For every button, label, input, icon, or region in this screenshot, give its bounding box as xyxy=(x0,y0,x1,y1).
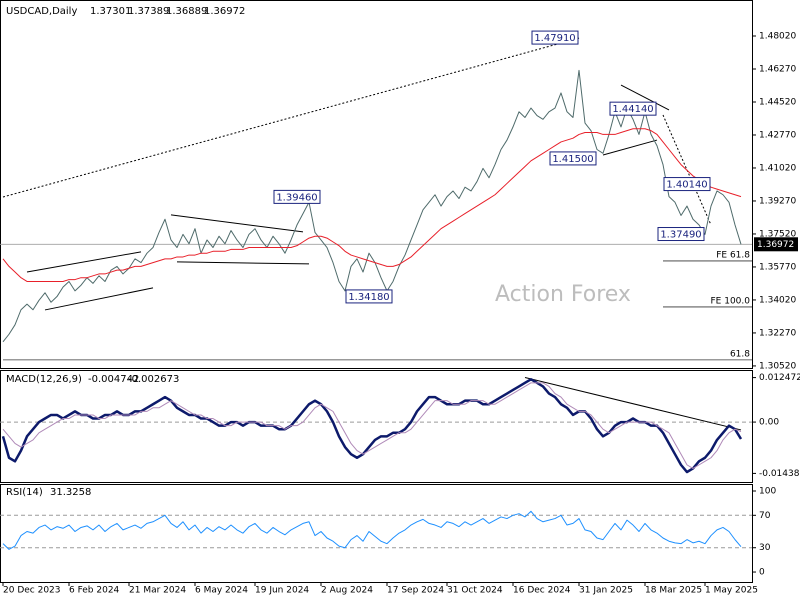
x-tick-label: 20 Dec 2023 xyxy=(3,586,61,596)
series-line xyxy=(2,69,742,343)
price-annotation-box xyxy=(657,227,705,242)
price-annotation-label: 1.44140 xyxy=(612,104,653,115)
x-tick-label: 18 Mar 2025 xyxy=(645,586,702,596)
trendline xyxy=(44,287,154,311)
x-tick-label: 16 Dec 2024 xyxy=(513,586,571,596)
x-tick-label: 6 May 2024 xyxy=(195,586,248,596)
trendline xyxy=(170,214,304,233)
trendline xyxy=(176,261,310,265)
y-tick-label: 0.012472 xyxy=(759,373,800,383)
x-tick-label: 31 Jan 2025 xyxy=(579,586,633,596)
y-tick-label: 1.48020 xyxy=(759,32,796,42)
series-line xyxy=(2,382,742,469)
price-annotation-box xyxy=(273,189,321,204)
rsi-panel xyxy=(0,484,753,583)
y-tick-label: 1.44520 xyxy=(759,97,796,107)
symbol-title: USDCAD,Daily xyxy=(6,6,77,17)
y-tick-label: 1.42770 xyxy=(759,130,796,140)
y-tick-label: 1.34020 xyxy=(759,295,796,305)
x-tick-label: 21 Mar 2024 xyxy=(129,586,186,596)
price-annotation-label: 1.39460 xyxy=(276,192,317,203)
x-tick-label: 17 Sep 2024 xyxy=(387,586,444,596)
rsi-title: RSI(14) xyxy=(6,487,43,498)
plot-layer: FE 61.8 FE 100.0 61.8 1.47910 1.39460 1.34180… xyxy=(0,30,800,596)
trendline xyxy=(620,84,670,111)
y-tick-label: 1.41020 xyxy=(759,163,796,173)
series-line xyxy=(2,128,742,282)
price-level-label: FE 100.0 xyxy=(711,296,751,306)
signal-value: -0.002673 xyxy=(128,374,179,385)
macd-panel xyxy=(0,370,753,483)
price-panel xyxy=(0,0,753,369)
x-tick-label: 19 Jun 2024 xyxy=(255,586,309,596)
rsi-value: 31.3258 xyxy=(50,487,91,498)
y-tick-label: 100 xyxy=(759,486,776,496)
watermark: Action Forex xyxy=(495,282,631,307)
price-annotation-box xyxy=(663,177,711,192)
y-tick-label: 0.00 xyxy=(759,418,779,428)
y-tick-label: 30 xyxy=(759,543,771,553)
y-tick-label: 1.32270 xyxy=(759,328,796,338)
trendline xyxy=(524,377,742,431)
x-tick-label: 2 Aug 2024 xyxy=(321,586,373,596)
price-annotation-label: 1.41500 xyxy=(552,154,593,165)
y-tick-label: -0.014389 xyxy=(759,469,800,479)
price-annotation-box xyxy=(345,289,393,304)
trendline xyxy=(602,139,658,156)
price-annotation-label: 1.37490 xyxy=(660,230,701,241)
y-tick-label: 1.46270 xyxy=(759,65,796,75)
price-annotation-box xyxy=(549,151,597,166)
y-tick-label: 1.39270 xyxy=(759,196,796,206)
last-price-label: 1.36972 xyxy=(757,240,794,250)
close-value: 1.36972 xyxy=(204,6,245,17)
low-value: 1.36889 xyxy=(166,6,207,17)
price-level-label: 61.8 xyxy=(730,349,750,359)
series-line xyxy=(2,510,742,550)
last-price-box xyxy=(754,237,798,252)
x-tick-label: 6 Feb 2024 xyxy=(69,586,120,596)
high-value: 1.37389 xyxy=(128,6,169,17)
x-tick-label: 31 Oct 2024 xyxy=(447,586,503,596)
trendline xyxy=(26,251,142,273)
y-tick-label: 1.35770 xyxy=(759,262,796,272)
macd-value: -0.004742 xyxy=(88,374,139,385)
open-value: 1.37301 xyxy=(90,6,131,17)
price-annotation-box xyxy=(609,101,657,116)
price-annotation-label: 1.34180 xyxy=(348,292,389,303)
trendline xyxy=(2,37,580,198)
macd-title: MACD(12,26,9) xyxy=(6,374,82,385)
y-tick-label: 1.37520 xyxy=(759,229,796,239)
y-tick-label: 0 xyxy=(759,568,765,578)
price-annotation-label: 1.47910 xyxy=(534,33,575,44)
y-tick-label: 1.30520 xyxy=(759,361,796,371)
x-tick-label: 1 May 2025 xyxy=(705,586,758,596)
price-annotation-box xyxy=(531,30,579,45)
price-annotation-label: 1.40140 xyxy=(666,180,707,191)
y-tick-label: 70 xyxy=(759,511,771,521)
price-level-label: FE 61.8 xyxy=(716,250,750,260)
